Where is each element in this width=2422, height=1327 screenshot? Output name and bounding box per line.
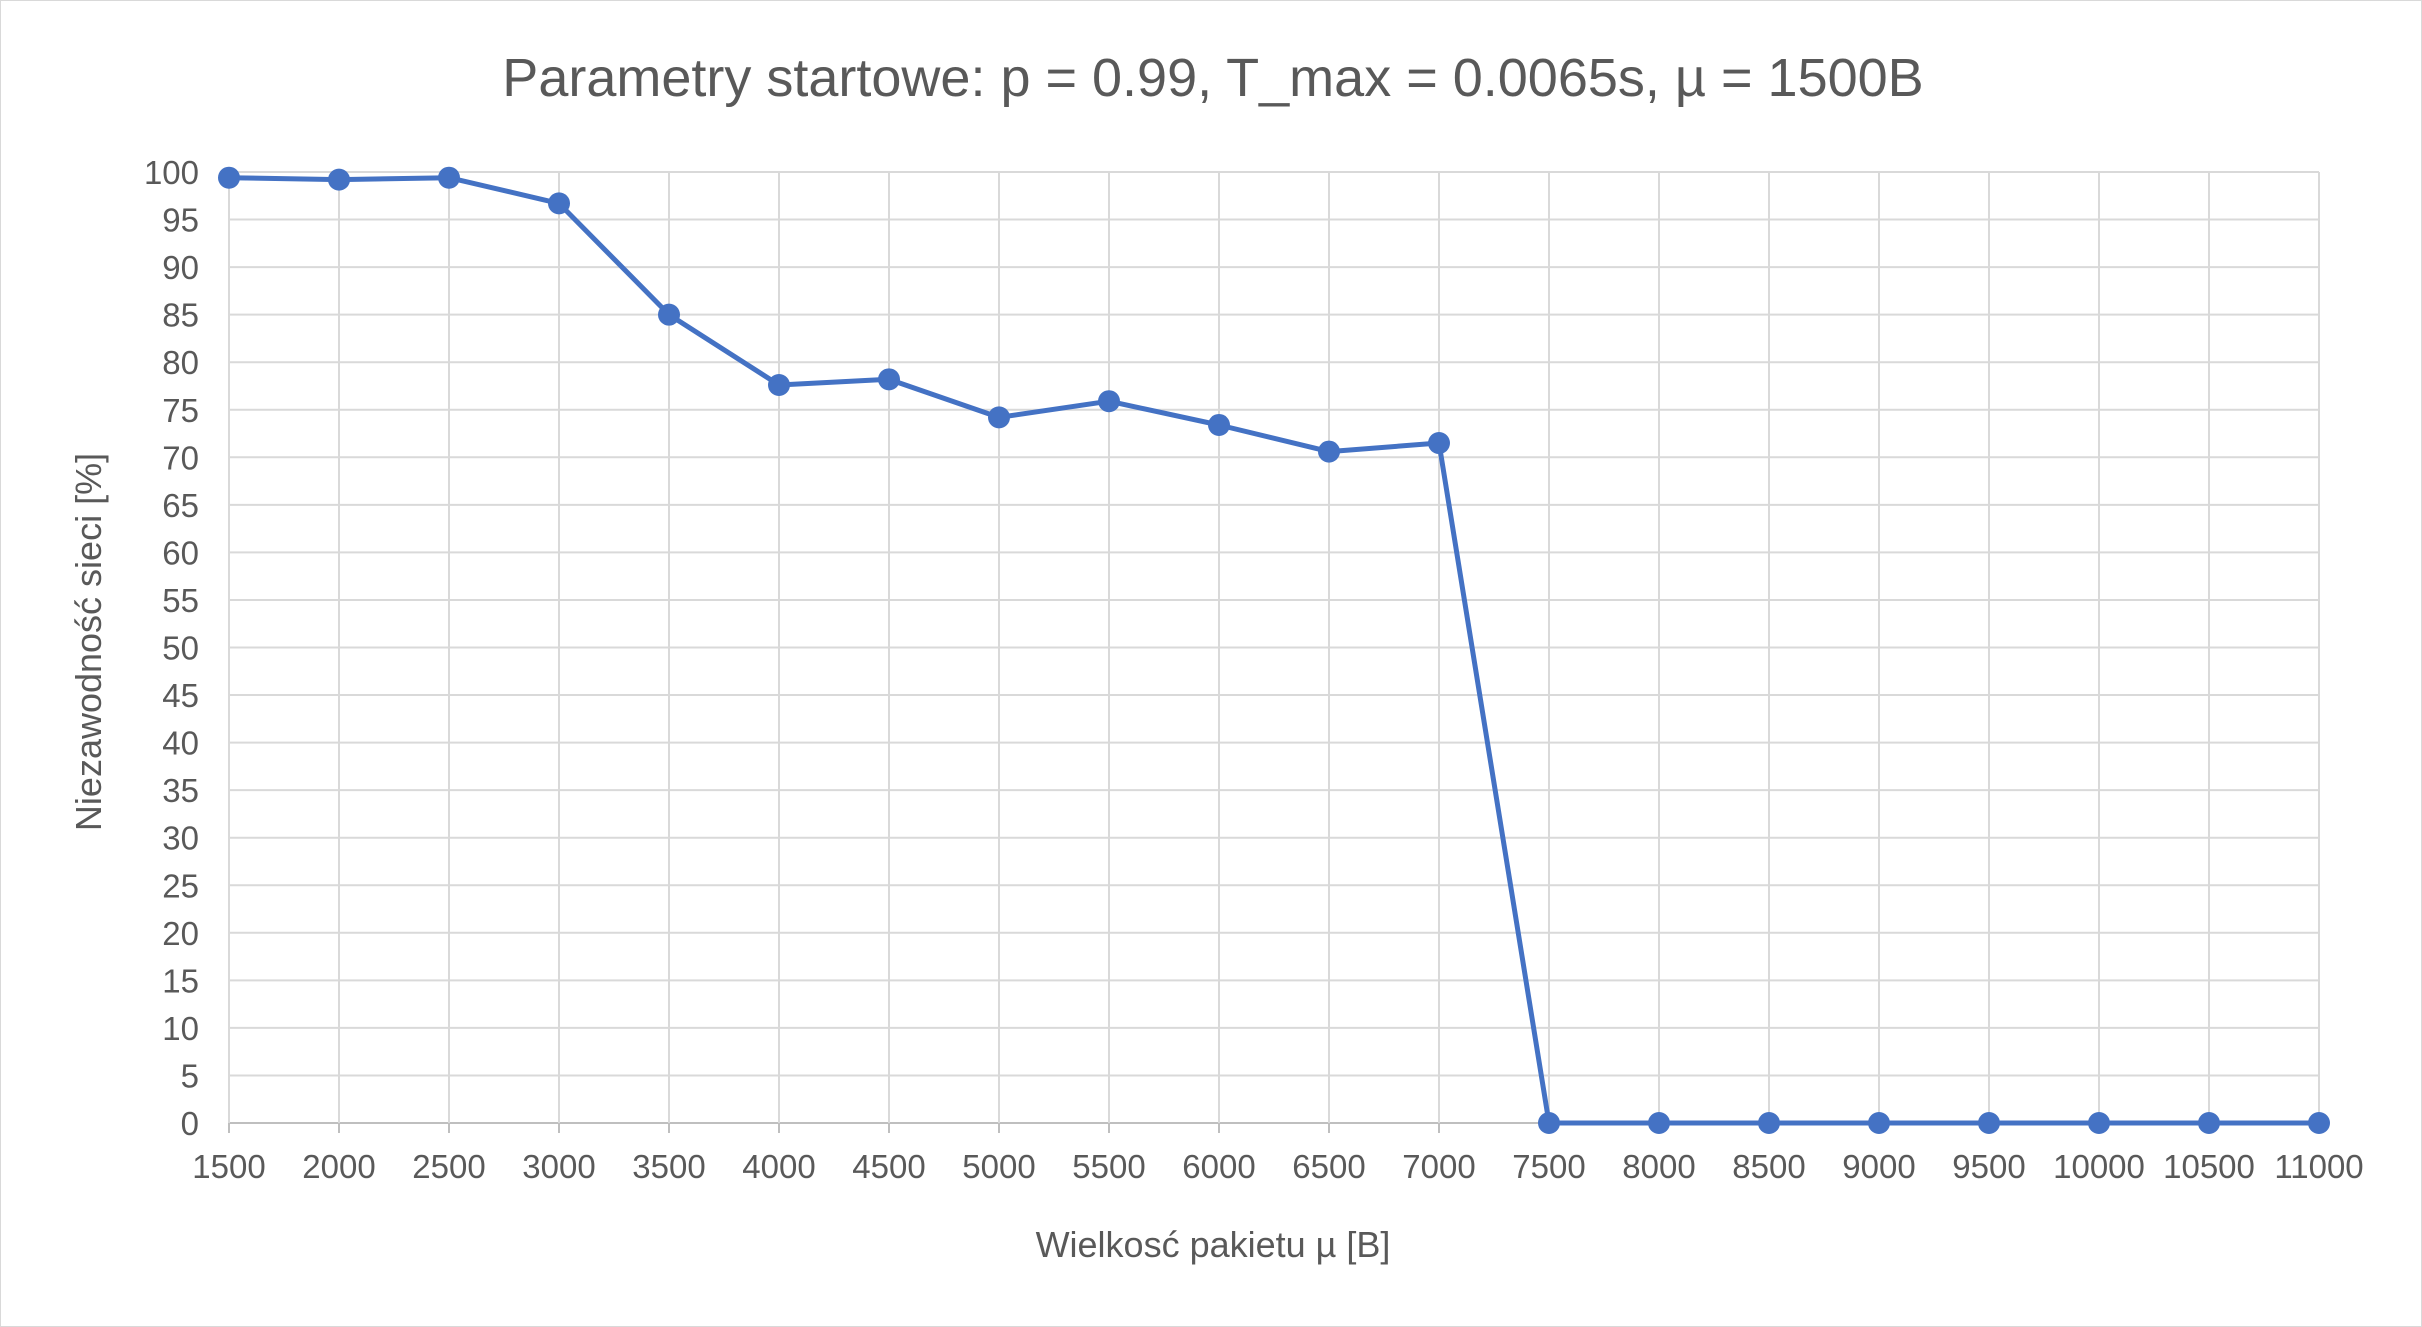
x-tick-label: 7500 <box>1512 1148 1585 1185</box>
y-tick-label: 15 <box>162 962 199 999</box>
x-tick-label: 4500 <box>852 1148 925 1185</box>
y-tick-label: 45 <box>162 677 199 714</box>
x-tick-label: 10500 <box>2163 1148 2255 1185</box>
y-axis-tick-labels: 0 5 10 15 20 25 30 35 40 45 50 55 60 65 70 75 80 85 90 95 10… <box>144 154 199 1142</box>
y-tick-label: 35 <box>162 772 199 809</box>
data-point <box>768 374 790 397</box>
x-tick-label: 3000 <box>522 1148 595 1185</box>
x-tick-label: 9000 <box>1842 1148 1915 1185</box>
x-tick-label: 2500 <box>412 1148 485 1185</box>
data-point <box>2088 1112 2110 1134</box>
x-tick-label: 10000 <box>2053 1148 2145 1185</box>
data-point <box>1648 1112 1670 1134</box>
y-tick-label: 50 <box>162 630 199 667</box>
y-tick-label: 90 <box>162 249 199 286</box>
x-axis-title: Wielkosć pakietu µ [B] <box>1036 1224 1391 1265</box>
y-tick-label: 55 <box>162 582 199 619</box>
x-tick-label: 6500 <box>1292 1148 1365 1185</box>
x-tick-label: 2000 <box>302 1148 375 1185</box>
data-point <box>2308 1112 2330 1134</box>
y-tick-label: 10 <box>162 1010 199 1047</box>
data-point <box>548 192 570 215</box>
data-point <box>1978 1112 2000 1134</box>
data-point <box>658 303 680 326</box>
data-point <box>1098 390 1120 413</box>
y-tick-label: 5 <box>181 1057 199 1094</box>
y-tick-label: 0 <box>181 1105 199 1142</box>
y-tick-label: 95 <box>162 202 199 239</box>
data-point <box>1318 440 1340 463</box>
x-tick-label: 4000 <box>742 1148 815 1185</box>
y-tick-label: 85 <box>162 297 199 334</box>
x-tick-label: 9500 <box>1952 1148 2025 1185</box>
data-point <box>1428 432 1450 455</box>
x-tick-label: 8000 <box>1622 1148 1695 1185</box>
y-tick-label: 100 <box>144 154 199 191</box>
data-point <box>218 166 240 189</box>
data-point <box>438 166 460 189</box>
x-tick-label: 1500 <box>192 1148 265 1185</box>
data-point <box>1208 413 1230 436</box>
y-tick-label: 75 <box>162 392 199 429</box>
data-series <box>218 166 2330 1134</box>
chart-title: Parametry startowe: p = 0.99, T_max = 0.… <box>502 48 1923 108</box>
data-point <box>1868 1112 1890 1134</box>
y-tick-label: 20 <box>162 915 199 952</box>
x-tick-label: 6000 <box>1182 1148 1255 1185</box>
y-tick-label: 30 <box>162 820 199 857</box>
x-tick-label: 5500 <box>1072 1148 1145 1185</box>
y-tick-label: 25 <box>162 867 199 904</box>
data-point <box>328 168 350 191</box>
y-tick-label: 70 <box>162 439 199 476</box>
series-line <box>228 175 2319 1126</box>
x-tick-label: 7000 <box>1402 1148 1475 1185</box>
y-axis-title: Niezawodność sieci [%] <box>68 453 109 831</box>
data-point <box>1758 1112 1780 1134</box>
y-tick-label: 40 <box>162 725 199 762</box>
y-tick-label: 60 <box>162 534 199 571</box>
x-axis-tick-labels: 1500 2000 2500 3000 3500 4000 4500 5000 5500 6000… <box>192 1148 2363 1185</box>
data-point <box>988 406 1010 429</box>
x-tick-label: 5000 <box>962 1148 1035 1185</box>
y-tick-label: 80 <box>162 344 199 381</box>
x-tick-label: 8500 <box>1732 1148 1805 1185</box>
data-point <box>2198 1112 2220 1134</box>
x-tick-label: 3500 <box>632 1148 705 1185</box>
y-tick-label: 65 <box>162 487 199 524</box>
x-tick-label: 11000 <box>2274 1148 2363 1185</box>
data-point <box>878 368 900 391</box>
gridlines <box>228 171 2320 1133</box>
data-point <box>1538 1112 1560 1134</box>
